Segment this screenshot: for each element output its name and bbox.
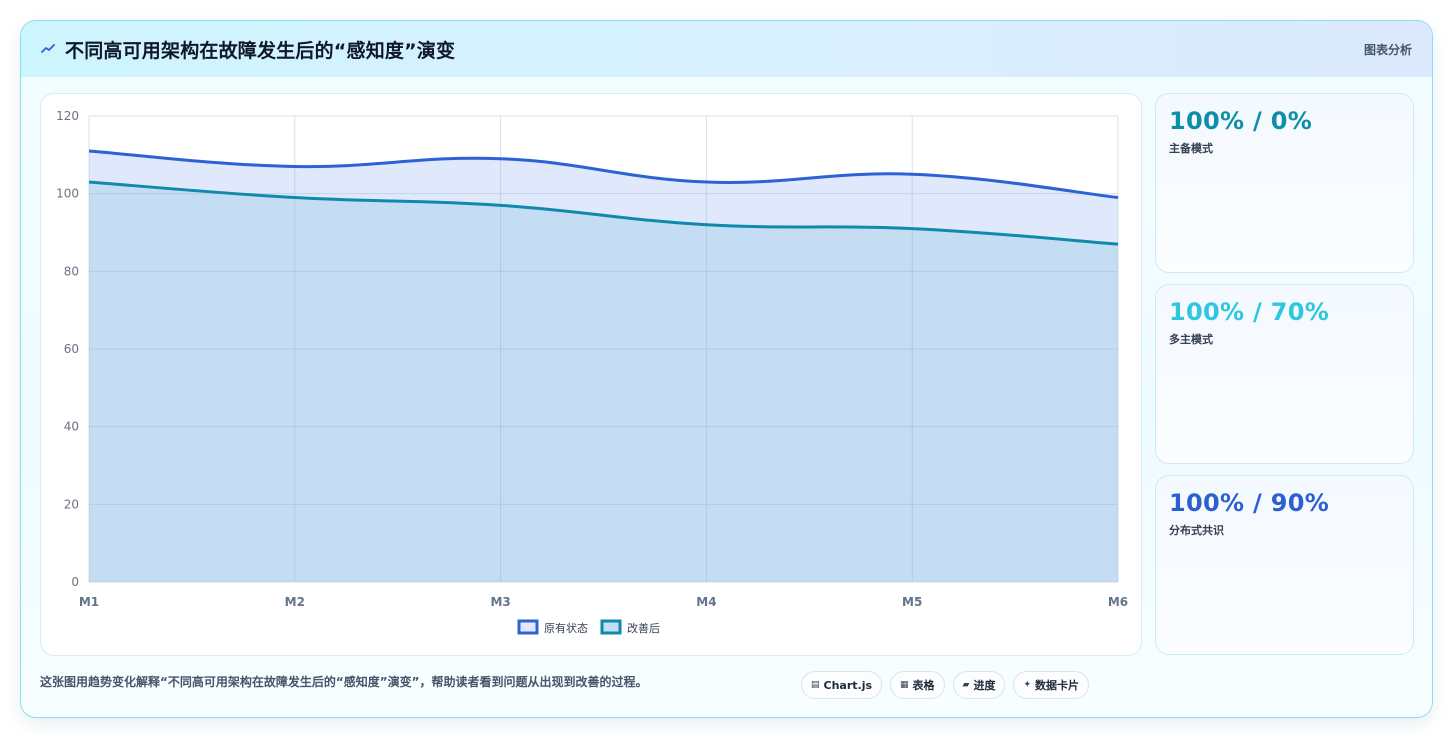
pill-chartjs[interactable]: ▤ Chart.js [801, 671, 883, 699]
progress-icon: ▰ [962, 680, 970, 690]
card-header: 不同高可用架构在故障发生后的“感知度”演变 图表分析 [21, 21, 1432, 77]
pill-label: Chart.js [823, 678, 873, 692]
pill-data-cards[interactable]: ✦ 数据卡片 [1013, 671, 1090, 699]
y-tick-label: 100 [56, 187, 79, 201]
y-tick-label: 80 [64, 264, 79, 278]
legend-label: 改善后 [627, 621, 660, 635]
y-tick-label: 120 [56, 109, 79, 123]
y-tick-label: 60 [64, 342, 79, 356]
table-icon: ▦ [900, 680, 909, 690]
stat-card-multi-master: 100% / 70% 多主模式 [1155, 284, 1414, 464]
x-tick-label: M4 [696, 595, 716, 609]
pill-label: 表格 [912, 679, 935, 692]
series-line-1 [88, 180, 1119, 246]
feature-pills: ▤ Chart.js ▦ 表格 ▰ 进度 ✦ 数据卡片 [801, 671, 1090, 699]
stat-label: 主备模式 [1169, 142, 1213, 155]
pill-progress[interactable]: ▰ 进度 [952, 671, 1006, 699]
stat-card-consensus: 100% / 90% 分布式共识 [1155, 475, 1414, 655]
chart-panel: 0 20 40 60 80 100 120 M1 M2 M3 M4 M5 M6 原有状态 改善后 [40, 93, 1142, 656]
sparkle-icon: ✦ [1023, 680, 1032, 690]
pill-label: 数据卡片 [1035, 679, 1080, 692]
legend-swatch [600, 619, 622, 635]
stat-value: 100% / 90% [1169, 489, 1330, 517]
page-title: 不同高可用架构在故障发生后的“感知度”演变 [65, 39, 456, 62]
legend-swatch [517, 619, 539, 635]
stat-card-primary-backup: 100% / 0% 主备模式 [1155, 93, 1414, 273]
x-tick-label: M5 [902, 595, 922, 609]
y-tick-label: 0 [71, 575, 79, 589]
area-chart: 0 20 40 60 80 100 120 M1 M2 M3 M4 M5 M6 原有状态 改善后 [56, 109, 1128, 635]
x-tick-label: M1 [79, 595, 99, 609]
pill-table[interactable]: ▦ 表格 [890, 671, 945, 699]
y-tick-label: 40 [64, 420, 79, 434]
stat-value: 100% / 70% [1169, 298, 1330, 326]
chart-icon: ▤ [811, 680, 820, 690]
pill-label: 进度 [973, 679, 996, 692]
x-tick-label: M2 [285, 595, 305, 609]
x-tick-label: M3 [490, 595, 510, 609]
trend-icon [41, 44, 55, 53]
legend-label: 原有状态 [544, 621, 588, 635]
chart-caption: 这张图用趋势变化解释“不同高可用架构在故障发生后的“感知度”演变”，帮助读者看到… [40, 675, 648, 689]
series-line-0 [88, 149, 1119, 200]
dashboard-card: 不同高可用架构在故障发生后的“感知度”演变 图表分析 0 20 40 60 80 100 1… [20, 20, 1433, 718]
stat-label: 多主模式 [1169, 333, 1213, 346]
stat-value: 100% / 0% [1169, 107, 1313, 135]
x-tick-label: M6 [1108, 595, 1128, 609]
stat-label: 分布式共识 [1169, 524, 1224, 537]
series-area-1 [89, 182, 1118, 582]
header-tag[interactable]: 图表分析 [1363, 43, 1412, 57]
y-tick-label: 20 [64, 497, 79, 511]
